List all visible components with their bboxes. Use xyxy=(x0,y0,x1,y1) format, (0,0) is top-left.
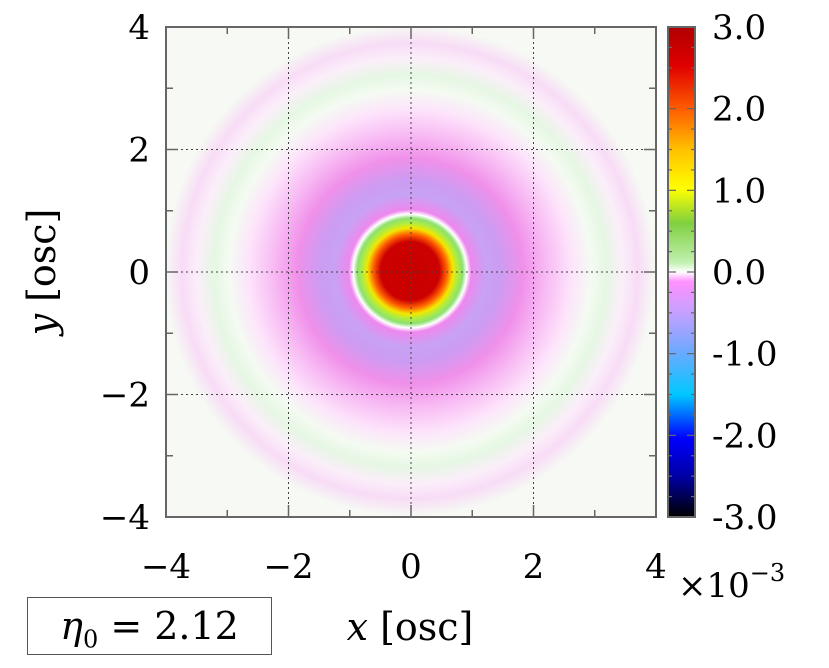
axis-ticks xyxy=(165,26,657,518)
colorbar-tick-label: -1.0 xyxy=(712,335,778,375)
colorbar-ticks xyxy=(668,26,695,518)
x-tick-label: 4 xyxy=(645,547,667,587)
eta-annotation: η0 = 2.12 xyxy=(27,597,272,655)
x-tick-label: 0 xyxy=(400,547,422,587)
x-tick-label: 2 xyxy=(523,547,545,587)
x-tick-label: −4 xyxy=(141,547,191,587)
colorbar-tick-label: -2.0 xyxy=(712,416,778,456)
y-axis-title: y[osc] xyxy=(20,209,64,338)
colorbar-tick-label: 2.0 xyxy=(712,90,766,130)
x-axis-title: x [osc] xyxy=(347,605,474,649)
y-tick-label: −2 xyxy=(100,376,150,416)
colorbar-tick-label: 1.0 xyxy=(712,171,766,211)
grid-lines xyxy=(166,27,656,517)
colorbar-tick-label: 3.0 xyxy=(712,8,766,48)
y-tick-label: 4 xyxy=(128,8,150,48)
y-tick-label: 0 xyxy=(128,253,150,293)
y-tick-label: 2 xyxy=(128,131,150,171)
y-tick-label: −4 xyxy=(100,498,150,538)
colorbar-tick-label: -3.0 xyxy=(712,498,778,538)
colorbar-scale-factor: ×10−3 xyxy=(678,559,785,606)
x-tick-labels: −4 −2 0 2 4 xyxy=(141,547,667,587)
colorbar-tick-labels: 3.0 2.0 1.0 0.0 -1.0 -2.0 -3.0 xyxy=(712,8,778,538)
x-tick-label: −2 xyxy=(263,547,313,587)
colorbar-tick-label: 0.0 xyxy=(712,253,766,293)
y-tick-labels: 4 2 0 −2 −4 xyxy=(100,8,150,538)
